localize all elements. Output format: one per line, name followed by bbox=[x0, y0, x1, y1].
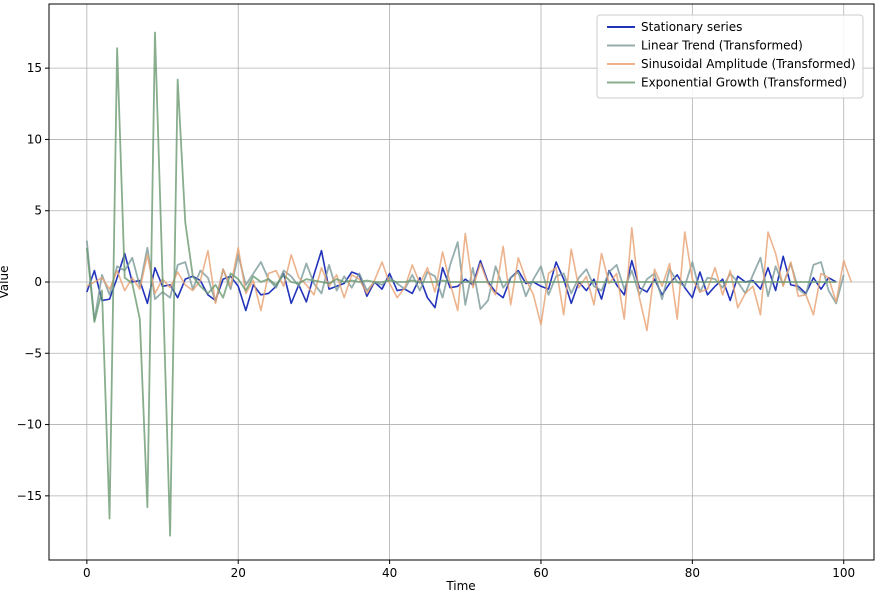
y-tick-label: −10 bbox=[17, 418, 42, 432]
x-tick-label: 80 bbox=[685, 566, 700, 580]
y-axis-ticks: −15 −10 −5 0 5 10 15 bbox=[17, 61, 49, 503]
legend: Stationary series Linear Trend (Transform… bbox=[596, 14, 864, 99]
x-tick-label: 20 bbox=[231, 566, 246, 580]
y-tick-label: −5 bbox=[24, 346, 42, 360]
legend-box bbox=[596, 14, 864, 99]
x-tick-label: 60 bbox=[533, 566, 548, 580]
legend-label: Sinusoidal Amplitude (Transformed) bbox=[641, 57, 856, 71]
y-tick-label: −15 bbox=[17, 489, 42, 503]
series-line-sinusoidal-amplitude-transformed bbox=[86, 227, 853, 332]
x-tick-label: 0 bbox=[83, 566, 91, 580]
x-tick-label: 40 bbox=[382, 566, 397, 580]
y-tick-label: 15 bbox=[27, 61, 42, 75]
plot-series bbox=[85, 31, 853, 537]
x-tick-label: 100 bbox=[832, 566, 855, 580]
legend-label: Stationary series bbox=[641, 20, 742, 34]
y-tick-label: 0 bbox=[34, 275, 42, 289]
y-tick-label: 5 bbox=[34, 204, 42, 218]
legend-label: Exponential Growth (Transformed) bbox=[641, 76, 847, 90]
x-axis-ticks: 0 20 40 60 80 100 bbox=[83, 560, 855, 580]
legend-label: Linear Trend (Transformed) bbox=[641, 39, 803, 53]
x-axis-label: Time bbox=[445, 579, 475, 593]
y-tick-label: 10 bbox=[27, 132, 42, 146]
y-axis-label: Value bbox=[0, 266, 11, 299]
series-line-exponential-growth-transformed bbox=[85, 31, 837, 537]
